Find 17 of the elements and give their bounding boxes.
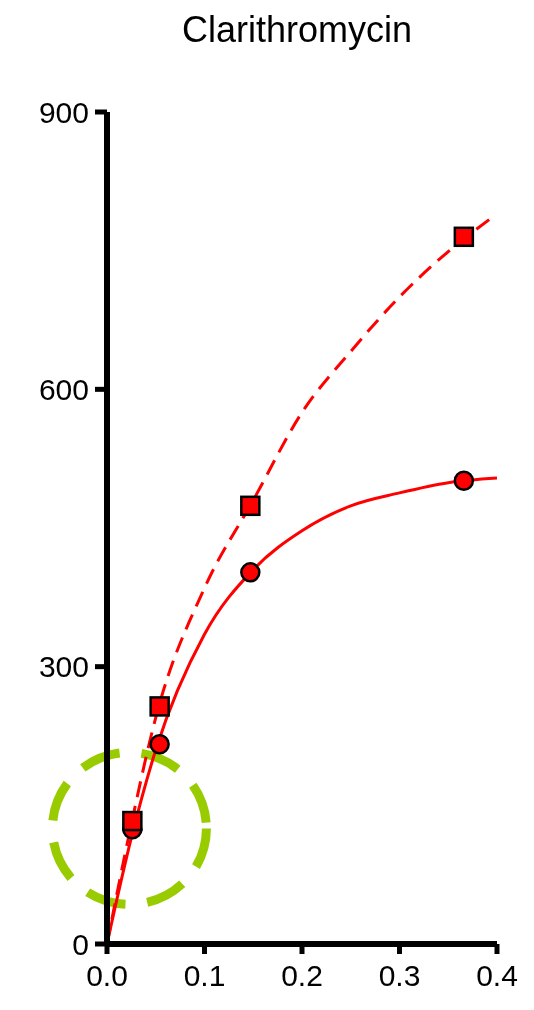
point: [453, 226, 475, 248]
point: [240, 562, 261, 583]
y-tick-label: 0: [72, 927, 89, 961]
chart-title: Clarithromycin: [181, 9, 413, 50]
y-tick-label: 600: [38, 372, 89, 406]
point: [240, 495, 261, 517]
x-tick-label: 0.2: [281, 959, 323, 992]
x-tick-label: 0.4: [476, 959, 518, 992]
x-tick-label: 0.1: [183, 959, 226, 992]
x-tick-label: 0.3: [378, 959, 421, 992]
point: [149, 734, 170, 755]
point: [149, 696, 170, 717]
y-tick-label: 300: [38, 650, 89, 684]
point: [453, 470, 475, 492]
point: [122, 810, 143, 832]
y-tick-label: 900: [38, 95, 89, 129]
x-tick-label: 0.0: [86, 959, 128, 992]
